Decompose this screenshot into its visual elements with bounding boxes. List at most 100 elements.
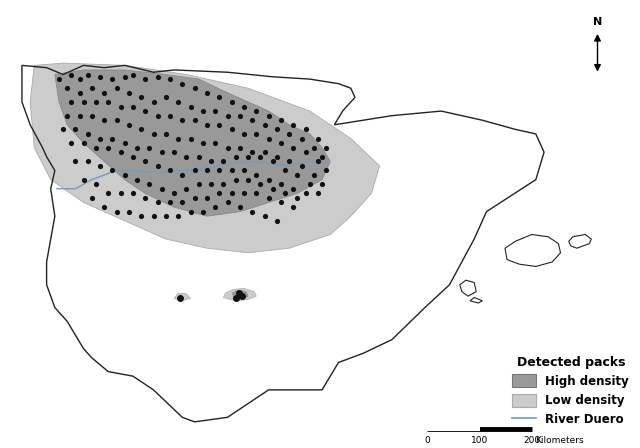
Point xyxy=(247,149,257,156)
Point xyxy=(214,94,225,101)
Text: 100: 100 xyxy=(471,435,488,444)
Point xyxy=(161,94,171,101)
Point xyxy=(189,85,200,92)
Point xyxy=(235,112,245,119)
Point xyxy=(74,112,84,119)
Point xyxy=(165,112,175,119)
Point xyxy=(255,181,266,188)
Point xyxy=(128,103,138,110)
Point xyxy=(74,76,84,83)
Point xyxy=(157,149,167,156)
Point xyxy=(91,181,101,188)
Point xyxy=(214,190,225,197)
Point xyxy=(95,73,105,80)
Polygon shape xyxy=(30,63,380,253)
Point xyxy=(161,213,171,220)
Point xyxy=(58,126,68,133)
Point xyxy=(86,112,97,119)
Polygon shape xyxy=(232,290,248,299)
Point xyxy=(259,149,269,156)
Point xyxy=(169,190,179,197)
Point xyxy=(268,185,278,192)
Point xyxy=(235,144,245,151)
Point xyxy=(181,153,191,160)
Point xyxy=(284,130,294,138)
Text: N: N xyxy=(593,17,602,26)
Point xyxy=(91,144,101,151)
Point xyxy=(136,94,147,101)
Point xyxy=(111,208,122,215)
Text: 0: 0 xyxy=(424,435,430,444)
Point xyxy=(222,199,232,206)
Point xyxy=(83,158,93,165)
Point xyxy=(103,190,113,197)
Point xyxy=(186,135,196,142)
Point xyxy=(239,103,249,110)
Point xyxy=(186,103,196,110)
Point xyxy=(264,135,274,142)
Point xyxy=(251,108,261,115)
Point xyxy=(91,99,101,106)
Point xyxy=(79,99,89,106)
Point xyxy=(308,144,319,151)
Point xyxy=(99,116,109,124)
Point xyxy=(173,99,183,106)
Point xyxy=(210,203,220,211)
Polygon shape xyxy=(223,289,256,301)
Point xyxy=(222,144,232,151)
Point xyxy=(177,199,188,206)
Point xyxy=(144,144,154,151)
Point xyxy=(136,126,147,133)
Point xyxy=(79,139,89,146)
Point xyxy=(99,89,109,96)
Point xyxy=(177,80,188,87)
Point xyxy=(317,181,327,188)
Point xyxy=(70,126,81,133)
Point xyxy=(288,144,298,151)
Point xyxy=(148,213,159,220)
Point xyxy=(175,294,186,301)
Point xyxy=(206,181,216,188)
Point xyxy=(214,121,225,129)
Point xyxy=(251,130,261,138)
Point xyxy=(108,167,118,174)
Point xyxy=(108,135,118,142)
Point xyxy=(148,130,159,138)
Point xyxy=(264,176,274,183)
Point xyxy=(230,176,241,183)
Point xyxy=(202,121,212,129)
Point xyxy=(140,76,150,83)
Point xyxy=(288,185,298,192)
Point xyxy=(227,126,237,133)
Point xyxy=(66,139,76,146)
Point xyxy=(214,167,225,174)
Legend: High density, Low density, River Duero: High density, Low density, River Duero xyxy=(509,352,633,430)
Point xyxy=(140,108,150,115)
Point xyxy=(276,181,286,188)
Point xyxy=(268,158,278,165)
Point xyxy=(202,194,212,202)
Point xyxy=(243,153,253,160)
Point xyxy=(124,89,134,96)
Point xyxy=(305,181,315,188)
Polygon shape xyxy=(55,70,330,216)
Point xyxy=(173,213,183,220)
Point xyxy=(313,190,323,197)
Point xyxy=(120,73,130,80)
Point xyxy=(264,112,274,119)
Point xyxy=(140,158,150,165)
Point xyxy=(301,190,311,197)
Point xyxy=(259,121,269,129)
Point xyxy=(181,185,191,192)
Point xyxy=(177,116,188,124)
Point xyxy=(152,162,163,169)
Point xyxy=(264,194,274,202)
Point xyxy=(132,176,142,183)
Point xyxy=(313,135,323,142)
Point xyxy=(296,135,307,142)
Point xyxy=(202,89,212,96)
Point xyxy=(239,130,249,138)
Point xyxy=(152,199,163,206)
Point xyxy=(218,181,228,188)
Point xyxy=(272,126,282,133)
